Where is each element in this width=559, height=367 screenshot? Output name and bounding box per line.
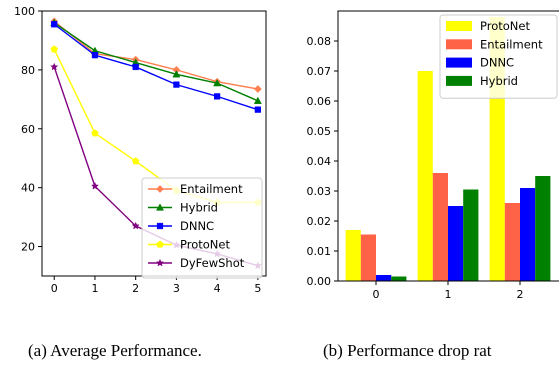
data-point-dnnc-1 [91,52,99,59]
legend-swatch-hybrid [446,75,472,86]
bar-dnnc-1 [448,206,464,281]
line-chart-legend: Entailment Hybrid DNNC ProtoNet DyFewShot [141,177,263,279]
data-point-dnnc-2 [132,63,139,71]
legend-marker-dnnc [156,222,164,230]
bar-dnnc-2 [520,188,536,281]
legend-label-dnnc: DNNC [480,56,514,70]
legend-marker-protonet [156,240,164,248]
data-point-dyfewshot-1 [90,181,99,190]
y-tick-label: 60 [21,123,35,136]
bar-chart-ticks: 0 1 2 0.00 0.01 0.02 0.03 0.04 0.05 0.06 0.07 0.08 [307,35,524,301]
bar-entailment-1 [432,173,448,281]
bar-hybrid-2 [535,176,551,281]
data-point-hybrid-4 [213,79,222,87]
x-tick-label: 0 [373,288,380,301]
legend-label-entailment: Entailment [180,182,243,196]
legend-label-dyfewshot: DyFewShot [180,256,245,270]
x-tick-label: 1 [445,288,452,301]
data-point-dnnc-0 [51,21,58,28]
y-tick-label: 20 [21,241,35,254]
x-tick-label: 3 [173,282,180,295]
data-point-hybrid-5 [253,96,262,104]
y-tick-label: 0.06 [307,95,332,108]
bar-hybrid-1 [463,189,479,281]
data-point-dyfewshot-0 [50,62,59,71]
data-point-entailment-5 [253,85,262,93]
y-tick-label: 0.07 [307,65,332,78]
x-tick-label: 0 [51,282,58,295]
x-tick-label: 2 [517,288,524,301]
legend-swatch-dnnc [446,57,472,68]
legend-label-entailment: Entailment [480,37,543,51]
series-line-hybrid [53,22,259,102]
bar-entailment-0 [360,234,376,281]
legend-marker-entailment [156,185,164,193]
y-tick-label: 0.04 [307,155,332,168]
x-tick-label: 1 [91,282,98,295]
series-line-entailment [53,20,258,90]
legend-label-hybrid: Hybrid [480,74,518,88]
bar-protonet-0 [345,230,361,281]
data-point-dnnc-5 [254,106,261,113]
legend-swatch-protonet [446,21,472,31]
y-tick-label: 80 [21,64,35,77]
bar-protonet-1 [417,71,433,281]
data-point-dyfewshot-2 [131,221,140,230]
y-tick-label: 0.01 [307,245,332,258]
data-point-protonet-2 [131,157,140,165]
bar-hybrid-0 [391,276,407,281]
y-tick-label: 0.00 [307,275,332,288]
legend-label-protonet: ProtoNet [180,238,230,252]
x-tick-label: 5 [254,282,261,295]
y-tick-label: 0.02 [307,215,332,228]
legend-marker-hybrid [155,203,165,211]
y-tick-label: 0.03 [307,185,332,198]
bar-series-group [345,17,551,281]
line-chart-ticks: 0 1 2 3 4 5 20 40 60 80 100 [14,5,261,295]
x-tick-label: 2 [132,282,139,295]
y-tick-label: 0.05 [307,125,332,138]
bar-chart-legend: ProtoNet Entailment DNNC Hybrid [439,14,558,99]
data-point-protonet-0 [50,45,58,53]
legend-marker-dyfewshot [155,258,165,267]
y-tick-label: 40 [21,182,35,195]
bar-chart-performance-drop-rate: 0 1 20.000.010.020.030.040.050.060.070.08 … [307,10,559,301]
bar-chart-plot-frame [337,10,559,282]
caption-b: (b) Performance drop rat [323,341,492,360]
line-chart-average-performance: 0 1 2 3 4 5 20 40 60 80 100 Entailment Hybrid DNNC Pr… [14,5,267,295]
bar-entailment-2 [504,203,520,281]
x-tick-label: 4 [214,282,221,295]
data-point-dnnc-4 [213,93,221,100]
legend-box [141,177,263,279]
series-line-dnnc [53,23,259,111]
y-tick-label: 0.08 [307,35,332,48]
legend-label-dnnc: DNNC [180,219,214,233]
data-point-dnnc-3 [173,81,180,88]
y-tick-label: 100 [14,5,35,18]
legend-swatch-entailment [446,39,472,50]
data-point-protonet-1 [91,129,99,137]
caption-a: (a) Average Performance. [28,341,202,360]
legend-label-hybrid: Hybrid [180,201,218,215]
data-point-hybrid-3 [172,70,181,78]
legend-label-protonet: ProtoNet [480,19,530,33]
bar-dnnc-0 [376,275,392,281]
